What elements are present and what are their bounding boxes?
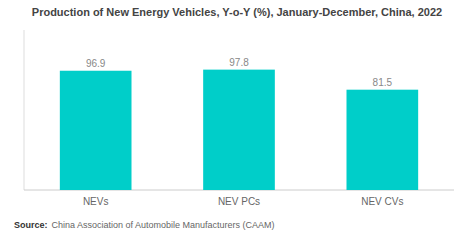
y-axis-line (24, 30, 25, 190)
bar (60, 71, 132, 190)
source-label: Source: (14, 220, 48, 230)
bar (203, 70, 275, 190)
title: Production of New Energy Vehicles, Y-o-Y… (32, 6, 442, 18)
chart-svg: Production of New Energy Vehicles, Y-o-Y… (0, 0, 474, 238)
x-tick-label: NEVs (83, 196, 109, 207)
x-tick-label: NEV PCs (218, 196, 260, 207)
data-label: 96.9 (86, 58, 106, 69)
data-label: 97.8 (229, 57, 249, 68)
x-tick-label: NEV CVs (361, 196, 403, 207)
chart-root: Production of New Energy Vehicles, Y-o-Y… (0, 0, 474, 238)
source: Source: China Association of Automobile M… (14, 220, 275, 230)
bar (347, 90, 419, 190)
data-label: 81.5 (373, 77, 393, 88)
bars (60, 70, 418, 190)
source-text: China Association of Automobile Manufact… (52, 220, 275, 230)
